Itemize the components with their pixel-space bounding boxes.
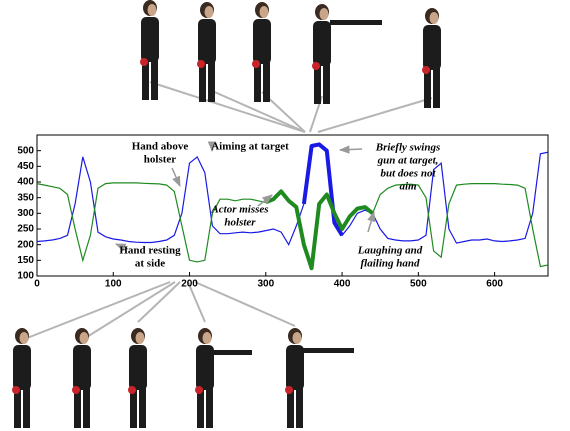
annotation: at side — [135, 258, 165, 270]
connector — [187, 281, 206, 323]
annotation: flailing hand — [361, 258, 420, 270]
y-tick-label: 300 — [17, 208, 34, 219]
y-tick-label: 350 — [17, 192, 34, 203]
series-line — [37, 143, 548, 247]
annotation: Hand resting — [119, 245, 181, 257]
actor-photo — [72, 328, 91, 428]
annotation: Briefly swings — [375, 142, 440, 154]
x-tick-label: 500 — [410, 279, 427, 290]
y-tick-label: 400 — [17, 177, 34, 188]
actor-photo — [422, 8, 441, 108]
actor-photo — [128, 328, 147, 428]
y-tick-label: 450 — [17, 161, 34, 172]
x-tick-label: 300 — [257, 279, 274, 290]
x-tick-label: 100 — [105, 279, 122, 290]
actor-arm — [212, 350, 252, 355]
y-tick-label: 150 — [17, 255, 34, 266]
x-tick-label: 0 — [34, 279, 40, 290]
connector — [137, 281, 181, 323]
y-tick-label: 250 — [17, 224, 34, 235]
actor-arm — [302, 348, 354, 353]
x-tick-label: 400 — [334, 279, 351, 290]
annotation: aim — [399, 181, 417, 193]
y-tick-label: 100 — [17, 271, 34, 282]
connector — [194, 281, 296, 327]
annotation: Laughing and — [357, 245, 423, 257]
y-tick-label: 200 — [17, 239, 34, 250]
photos-top — [140, 0, 441, 133]
actor-photo — [312, 4, 331, 104]
annotation: Actor misses — [210, 204, 268, 216]
connector — [317, 97, 433, 133]
actor-photo — [252, 2, 271, 102]
actor-arm — [330, 20, 382, 25]
annotation-arrow — [338, 145, 363, 154]
actor-photo — [140, 0, 159, 100]
highlight-segment — [265, 189, 374, 271]
annotation-arrow — [115, 243, 129, 252]
annotation-arrow — [171, 167, 181, 187]
connector — [209, 89, 306, 133]
highlight-segment — [301, 142, 344, 237]
actor-photo — [12, 328, 31, 428]
annotation: but does not — [380, 168, 436, 180]
actor-photo — [195, 328, 214, 428]
annotation: Hand above — [132, 141, 189, 153]
connector — [21, 281, 171, 341]
photos-bottom — [12, 281, 354, 428]
annotation-arrow — [257, 194, 273, 207]
annotation: gun at target, — [377, 155, 439, 167]
annotation: holster — [144, 154, 177, 166]
x-tick-label: 600 — [486, 279, 503, 290]
x-tick-label: 200 — [181, 279, 198, 290]
y-tick-label: 500 — [17, 145, 34, 156]
connector — [81, 281, 176, 341]
annotation-arrow — [367, 210, 376, 233]
annotation: Aiming at target — [211, 141, 289, 153]
actor-photo — [285, 328, 304, 428]
actor-photo — [197, 2, 216, 102]
connector — [149, 81, 306, 133]
annotation: holster — [224, 217, 256, 229]
